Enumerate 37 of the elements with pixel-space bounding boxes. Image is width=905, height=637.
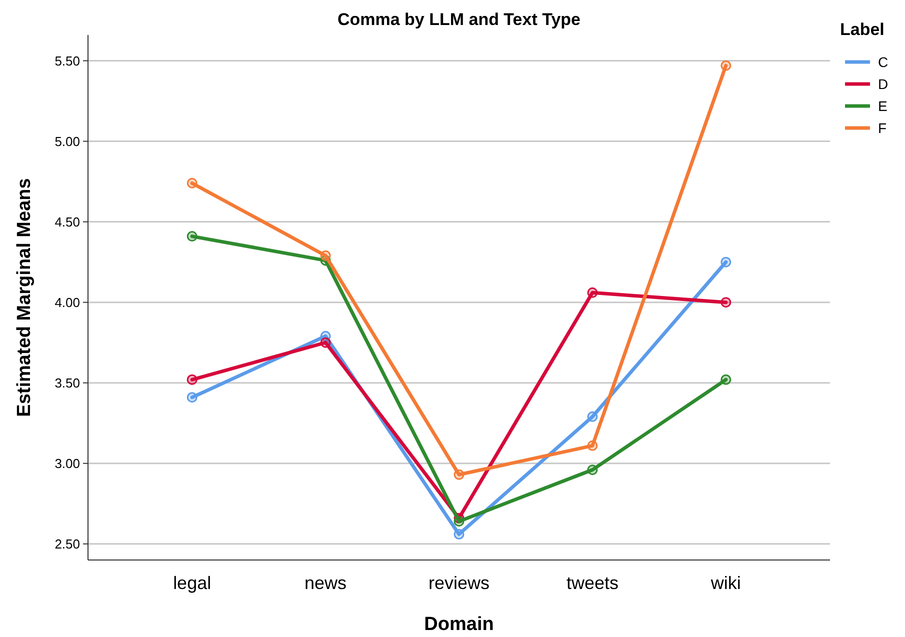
x-tick-label: tweets <box>566 573 618 593</box>
y-axis-title: Estimated Marginal Means <box>14 178 35 417</box>
legend-label: E <box>878 98 888 114</box>
point <box>587 287 598 298</box>
point <box>720 256 732 268</box>
point <box>587 440 598 451</box>
y-tick-label: 4.50 <box>54 214 80 230</box>
point <box>720 374 732 385</box>
point <box>320 250 331 261</box>
legend-title: Label <box>840 20 884 39</box>
point <box>454 469 464 480</box>
y-tick-label: 5.50 <box>54 53 80 68</box>
y-tick-label: 3.00 <box>54 456 80 471</box>
point <box>186 178 198 188</box>
chart-title: Comma by LLM and Text Type <box>337 10 581 29</box>
x-tick-label: news <box>304 573 347 593</box>
point <box>720 60 732 71</box>
point <box>720 297 732 308</box>
point <box>587 464 598 476</box>
x-tick-label: wiki <box>710 573 741 593</box>
point <box>587 411 598 422</box>
x-tick-label: reviews <box>428 573 490 593</box>
x-axis-title: Domain <box>424 614 494 635</box>
point <box>186 392 198 403</box>
point <box>320 337 331 348</box>
point <box>186 374 198 385</box>
legend-label: D <box>878 76 888 92</box>
y-tick-label: 5.00 <box>54 134 80 149</box>
point <box>454 516 464 527</box>
y-tick-label: 2.50 <box>54 536 80 552</box>
legend-label: C <box>878 54 888 70</box>
y-tick-label: 4.00 <box>54 294 80 310</box>
y-tick-label: 3.50 <box>54 375 80 390</box>
point <box>186 231 198 242</box>
point <box>454 528 464 540</box>
legend-label: F <box>878 120 887 136</box>
x-tick-label: legal <box>173 573 212 593</box>
